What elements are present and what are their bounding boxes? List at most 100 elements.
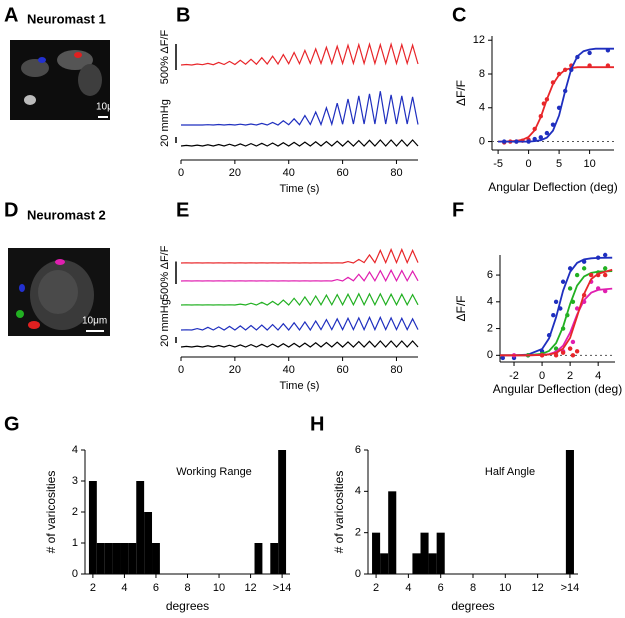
data-point	[605, 48, 611, 53]
data-point	[567, 286, 573, 291]
fit-curve	[500, 287, 613, 357]
data-point	[541, 101, 547, 106]
x-tick-label: 4	[405, 582, 411, 594]
y-tick-label: 6	[487, 269, 493, 281]
bar	[278, 450, 287, 574]
x-tick-label: 6	[153, 582, 159, 594]
x-tick-label: 40	[283, 167, 295, 179]
x-axis-label: Time (s)	[280, 183, 320, 195]
data-point	[587, 50, 592, 56]
fit-curve	[500, 268, 613, 357]
x-tick-label: 12	[531, 582, 543, 594]
x-tick-label: 60	[336, 364, 348, 376]
data-point	[544, 130, 550, 136]
y-tick-label: 0	[355, 568, 361, 580]
image-title: Neuromast 2	[27, 207, 106, 222]
bar	[372, 532, 381, 574]
y-axis-label: ΔF/F	[454, 295, 468, 321]
bar	[428, 553, 437, 574]
x-tick-label: >14	[273, 582, 292, 594]
panel-label: H	[310, 413, 324, 435]
data-point	[539, 353, 545, 358]
data-point	[567, 266, 573, 271]
y-tick-label: 6	[355, 444, 361, 456]
data-point	[595, 255, 601, 260]
x-tick-label: 8	[184, 582, 190, 594]
y-tick-label: 4	[487, 296, 493, 308]
bar	[436, 532, 445, 574]
data-point	[500, 355, 506, 361]
x-tick-label: 80	[390, 167, 402, 179]
calcium-trace	[180, 268, 419, 283]
annotation: Half Angle	[485, 466, 535, 478]
bar	[136, 481, 145, 574]
data-point	[532, 126, 537, 132]
x-tick-label: 40	[283, 364, 295, 376]
x-tick-label: 2	[567, 370, 573, 382]
bar	[128, 543, 137, 574]
y-tick-label: 3	[72, 475, 78, 487]
bar	[104, 543, 113, 574]
y-tick-label: 0	[479, 135, 485, 147]
data-point	[544, 97, 550, 102]
x-tick-label: 20	[229, 364, 241, 376]
y-axis-label: # of varicosities	[44, 471, 58, 554]
x-axis-label: Angular Deflection (deg)	[488, 180, 617, 194]
data-point	[602, 272, 608, 278]
calcium-trace	[180, 292, 419, 307]
y-tick-label: 1	[72, 537, 78, 549]
scale-bar-label: 500% ΔF/F	[159, 245, 171, 300]
y-axis-label: ΔF/F	[454, 80, 468, 106]
x-tick-label: 12	[244, 582, 256, 594]
calcium-trace	[180, 315, 419, 332]
x-tick-label: 5	[556, 158, 562, 170]
bar	[88, 481, 97, 574]
bar	[120, 543, 129, 574]
data-point	[588, 272, 594, 278]
annotation: Working Range	[176, 466, 252, 478]
data-point	[553, 353, 559, 358]
x-tick-label: 6	[438, 582, 444, 594]
panel-label: C	[452, 4, 466, 26]
x-tick-label: 8	[470, 582, 476, 594]
data-point	[581, 259, 587, 264]
y-tick-label: 2	[72, 506, 78, 518]
x-tick-label: 20	[229, 167, 241, 179]
data-point	[602, 288, 608, 294]
x-tick-label: 4	[121, 582, 127, 594]
fit-curve	[498, 47, 614, 143]
x-tick-label: 80	[390, 364, 402, 376]
data-point	[553, 299, 559, 305]
bar	[420, 532, 429, 574]
data-point	[575, 54, 580, 60]
data-point	[550, 80, 556, 85]
y-tick-label: 0	[487, 349, 493, 361]
bar	[412, 553, 421, 574]
scale-label: 10μm	[82, 316, 107, 327]
x-tick-label: -5	[493, 158, 503, 170]
data-point	[574, 272, 580, 278]
data-point	[602, 252, 608, 258]
data-point	[565, 312, 570, 318]
data-point	[570, 299, 576, 305]
stimulus-trace	[180, 340, 419, 348]
x-tick-label: 10	[499, 582, 511, 594]
x-tick-label: 0	[526, 158, 532, 170]
data-point	[581, 299, 587, 305]
bar	[96, 543, 105, 574]
data-point	[563, 67, 568, 72]
bar	[144, 512, 153, 574]
data-point	[595, 286, 601, 291]
bar	[270, 543, 279, 574]
panel-label: G	[4, 413, 20, 435]
bar	[254, 543, 263, 574]
data-point	[574, 306, 580, 311]
calcium-trace	[180, 247, 419, 265]
x-axis-label: degrees	[166, 599, 209, 613]
data-point	[587, 63, 592, 68]
data-point	[570, 353, 576, 358]
data-point	[567, 346, 573, 351]
x-tick-label: 10	[213, 582, 225, 594]
